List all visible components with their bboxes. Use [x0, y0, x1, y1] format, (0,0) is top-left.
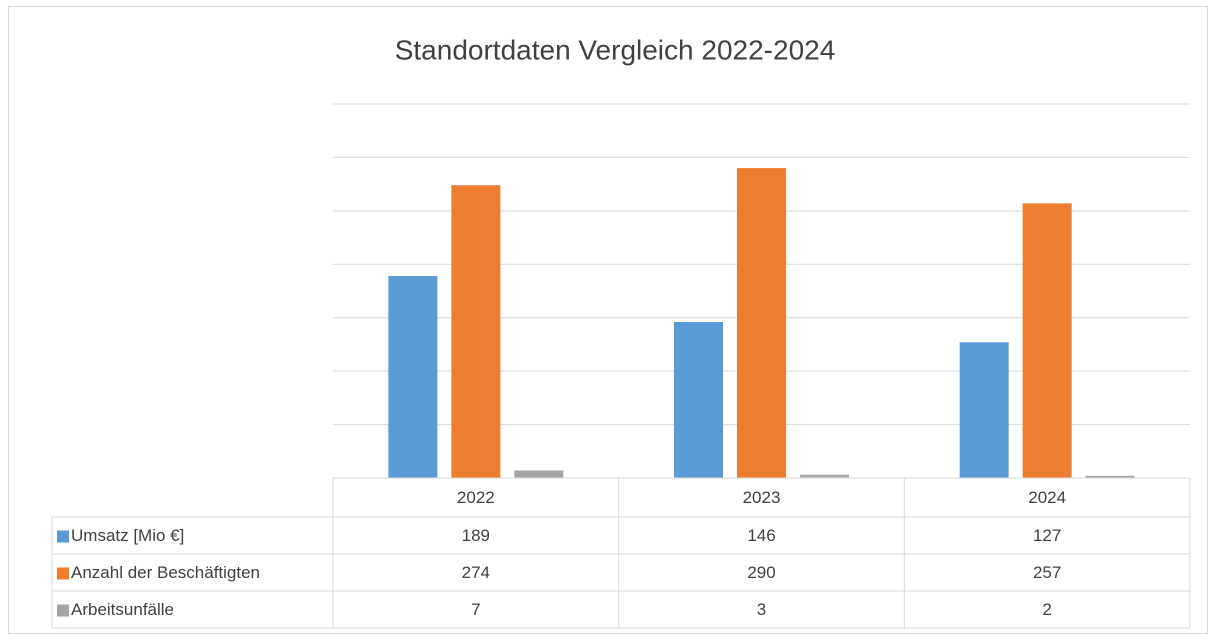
- bar: [674, 321, 723, 478]
- legend-swatch: [57, 530, 69, 543]
- bar: [451, 185, 501, 478]
- table-value: 290: [747, 563, 775, 582]
- x-tick-label: 2024: [1028, 488, 1066, 507]
- chart-title: Standortdaten Vergleich 2022-2024: [395, 34, 836, 65]
- table-value: 2: [1042, 600, 1051, 619]
- table-value: 146: [747, 526, 775, 545]
- legend-label: Anzahl der Beschäftigten: [71, 563, 260, 582]
- table-value: 7: [471, 600, 480, 619]
- bar: [1085, 475, 1135, 478]
- bar: [388, 276, 438, 478]
- bar: [800, 474, 849, 478]
- x-tick-label: 2022: [457, 488, 495, 507]
- bar: [1022, 203, 1072, 478]
- legend-swatch: [57, 567, 69, 580]
- table-value: 257: [1033, 563, 1061, 582]
- bar: [959, 342, 1009, 478]
- legend-label: Umsatz [Mio €]: [71, 526, 184, 545]
- legend-swatch: [57, 604, 69, 617]
- bar: [737, 168, 786, 478]
- bar: [514, 470, 564, 478]
- table-value: 189: [462, 526, 490, 545]
- table-value: 127: [1033, 526, 1061, 545]
- chart-frame: [8, 6, 1208, 634]
- legend-label: Arbeitsunfälle: [71, 600, 174, 619]
- table-value: 274: [462, 563, 490, 582]
- x-tick-label: 2023: [743, 488, 781, 507]
- table-value: 3: [757, 600, 766, 619]
